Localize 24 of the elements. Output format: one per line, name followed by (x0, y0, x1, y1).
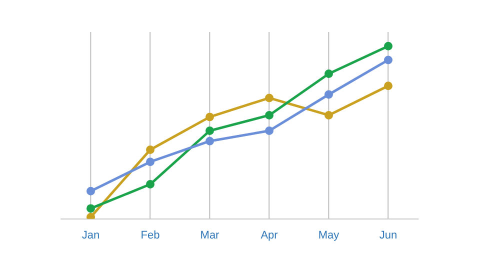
point (384, 42, 392, 50)
point (324, 90, 333, 99)
point (384, 82, 392, 90)
point (146, 158, 154, 166)
point (206, 112, 214, 122)
x-tick-label: May (318, 229, 340, 242)
point (146, 180, 154, 189)
point (206, 126, 214, 135)
point (86, 204, 95, 213)
point (324, 110, 333, 120)
x-tick-label: Apr (260, 229, 278, 242)
x-tick-label: Jun (379, 229, 398, 242)
point (86, 212, 95, 219)
point (265, 126, 274, 135)
point (384, 56, 392, 64)
x-tick-label: Jan (82, 229, 100, 242)
point (86, 186, 95, 196)
point (265, 94, 274, 102)
point (265, 110, 274, 120)
point (324, 70, 333, 78)
x-tick-label: Feb (140, 229, 160, 242)
point (206, 136, 214, 146)
point (146, 145, 154, 154)
x-tick-label: Mar (200, 229, 220, 242)
